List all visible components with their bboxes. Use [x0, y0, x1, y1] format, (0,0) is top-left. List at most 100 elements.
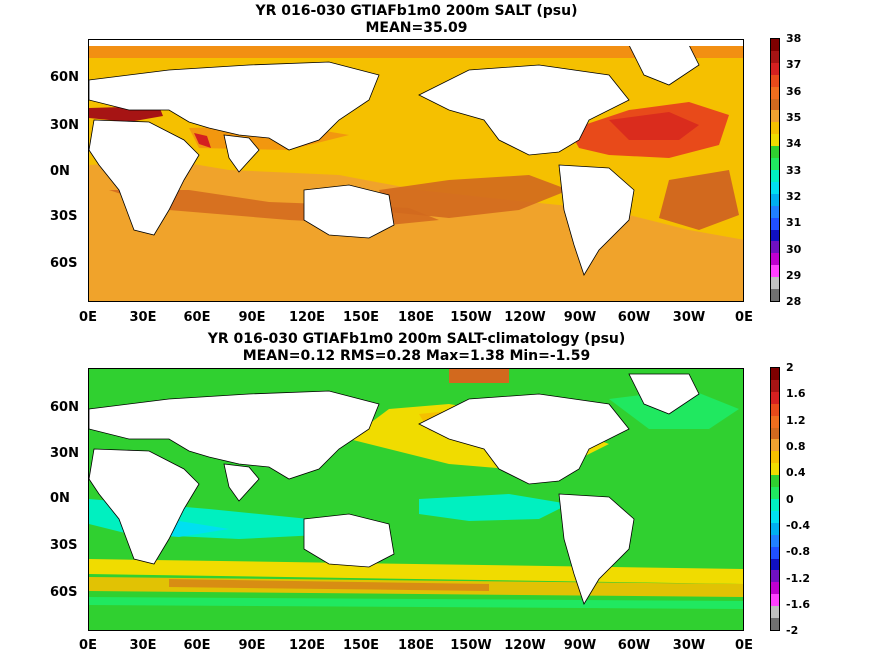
- top-lon-label: 180E: [397, 310, 435, 325]
- bottom-panel-stats: MEAN=0.12 RMS=0.28 Max=1.38 Min=-1.59: [242, 348, 591, 364]
- top-colorbar-label: 37: [786, 58, 802, 71]
- top-lon-label: 150E: [342, 310, 380, 325]
- top-colorbar-label: 35: [786, 111, 802, 124]
- bottom-lon-label: 60W: [617, 638, 651, 653]
- top-panel-title: YR 016-030 GTIAFb1m0 200m SALT (psu): [255, 3, 578, 19]
- colorbar-swatch: [771, 618, 779, 630]
- bottom-colorbar-label: -1.6: [786, 598, 811, 611]
- top-lon-label: 0E: [79, 310, 97, 325]
- top-lon-label: 120E: [288, 310, 326, 325]
- colorbar-swatch: [771, 229, 779, 242]
- colorbar-swatch: [771, 205, 779, 218]
- bottom-colorbar-label: 0: [786, 493, 794, 506]
- bottom-lat-label-30n: 30N: [50, 446, 79, 461]
- colorbar-swatch: [771, 427, 779, 440]
- top-lat-label-60s: 60S: [50, 256, 78, 271]
- bottom-lat-label-60n: 60N: [50, 400, 79, 415]
- top-lon-label: 60E: [183, 310, 211, 325]
- top-colorbar: [770, 38, 780, 302]
- colorbar-swatch: [771, 134, 779, 147]
- colorbar-swatch: [771, 86, 779, 99]
- bottom-lon-label: 150W: [450, 638, 492, 653]
- bottom-lon-label: 180E: [397, 638, 435, 653]
- top-lon-label: 90E: [238, 310, 266, 325]
- colorbar-swatch: [771, 110, 779, 123]
- bottom-lon-label: 0E: [735, 638, 753, 653]
- top-lat-label-0n: 0N: [50, 164, 70, 179]
- top-lon-label: 60W: [617, 310, 651, 325]
- colorbar-swatch: [771, 463, 779, 476]
- colorbar-swatch: [771, 62, 779, 75]
- bottom-lon-label: 90W: [563, 638, 597, 653]
- colorbar-swatch: [771, 403, 779, 416]
- bottom-lon-label: 90E: [238, 638, 266, 653]
- colorbar-swatch: [771, 534, 779, 547]
- top-lat-label-30n: 30N: [50, 118, 79, 133]
- bottom-colorbar-label: -0.8: [786, 545, 811, 558]
- bottom-lon-label: 150E: [342, 638, 380, 653]
- colorbar-swatch: [771, 415, 779, 428]
- bottom-lat-label-0n: 0N: [50, 491, 70, 506]
- colorbar-swatch: [771, 594, 779, 607]
- colorbar-swatch: [771, 193, 779, 206]
- colorbar-swatch: [771, 379, 779, 392]
- top-colorbar-label: 31: [786, 216, 802, 229]
- bottom-colorbar-label: 1.2: [786, 414, 806, 427]
- colorbar-swatch: [771, 522, 779, 535]
- colorbar-swatch: [771, 487, 779, 499]
- colorbar-swatch: [771, 39, 779, 51]
- top-salinity-map: [88, 39, 744, 302]
- colorbar-swatch: [771, 50, 779, 63]
- bottom-panel-title: YR 016-030 GTIAFb1m0 200m SALT-climatolo…: [207, 331, 626, 347]
- colorbar-swatch: [771, 439, 779, 452]
- bottom-lon-label: 60E: [183, 638, 211, 653]
- top-colorbar-label: 30: [786, 243, 802, 256]
- top-lon-label: 30W: [672, 310, 706, 325]
- colorbar-swatch: [771, 498, 779, 511]
- colorbar-swatch: [771, 451, 779, 464]
- top-colorbar-label: 34: [786, 137, 802, 150]
- top-lon-label: 30E: [129, 310, 157, 325]
- colorbar-swatch: [771, 146, 779, 159]
- colorbar-swatch: [771, 546, 779, 559]
- top-colorbar-label: 29: [786, 269, 802, 282]
- top-panel-mean: MEAN=35.09: [365, 20, 468, 36]
- colorbar-swatch: [771, 289, 779, 301]
- bottom-lat-label-30s: 30S: [50, 538, 78, 553]
- colorbar-swatch: [771, 181, 779, 194]
- top-lon-label: 90W: [563, 310, 597, 325]
- bottom-colorbar-label: 1.6: [786, 387, 806, 400]
- top-lat-label-30s: 30S: [50, 209, 78, 224]
- colorbar-swatch: [771, 122, 779, 135]
- top-lon-label: 0E: [735, 310, 753, 325]
- bottom-colorbar-label: -2: [786, 624, 799, 637]
- top-colorbar-label: 28: [786, 295, 802, 308]
- colorbar-swatch: [771, 582, 779, 595]
- colorbar-swatch: [771, 391, 779, 404]
- colorbar-swatch: [771, 368, 779, 380]
- top-lat-label-60n: 60N: [50, 70, 79, 85]
- colorbar-swatch: [771, 217, 779, 230]
- colorbar-swatch: [771, 558, 779, 571]
- bottom-colorbar-label: -1.2: [786, 572, 811, 585]
- bottom-colorbar: [770, 367, 780, 631]
- bottom-colorbar-label: 0.4: [786, 466, 806, 479]
- colorbar-swatch: [771, 475, 779, 488]
- top-colorbar-label: 36: [786, 85, 802, 98]
- bottom-colorbar-label: 0.8: [786, 440, 806, 453]
- bottom-lon-label: 30W: [672, 638, 706, 653]
- bottom-colorbar-label: 2: [786, 361, 794, 374]
- top-lon-label: 120W: [504, 310, 546, 325]
- top-lon-label: 150W: [450, 310, 492, 325]
- bottom-lon-label: 30E: [129, 638, 157, 653]
- colorbar-swatch: [771, 169, 779, 182]
- colorbar-swatch: [771, 570, 779, 583]
- bottom-anomaly-map: [88, 368, 744, 631]
- colorbar-swatch: [771, 74, 779, 87]
- bottom-lon-label: 120E: [288, 638, 326, 653]
- bottom-lon-label: 0E: [79, 638, 97, 653]
- colorbar-swatch: [771, 510, 779, 523]
- top-colorbar-label: 33: [786, 164, 802, 177]
- colorbar-swatch: [771, 265, 779, 278]
- colorbar-swatch: [771, 98, 779, 111]
